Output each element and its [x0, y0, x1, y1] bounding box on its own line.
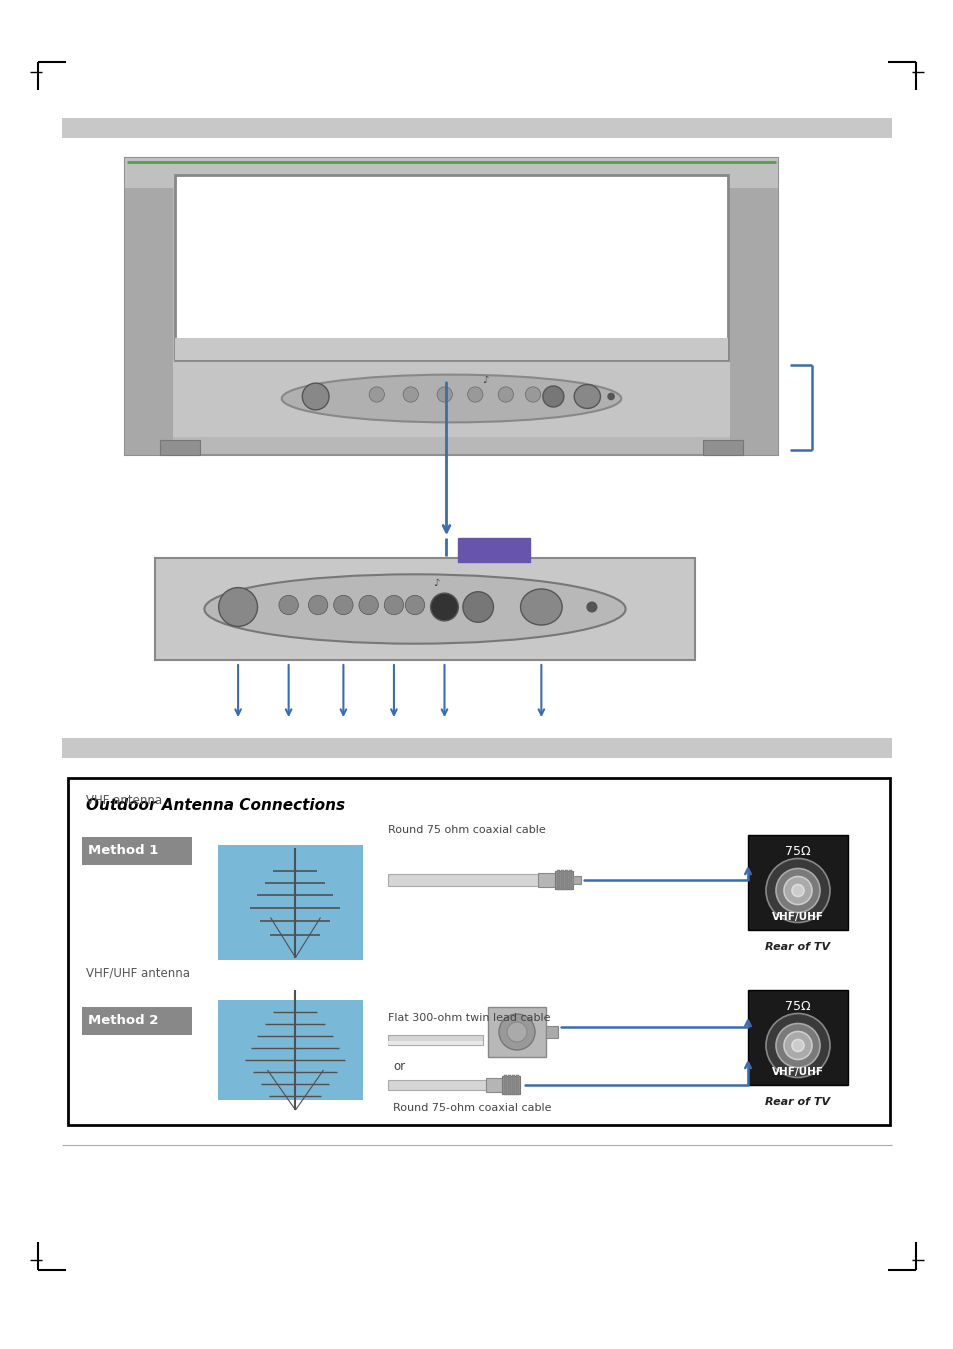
Bar [557, 870, 559, 890]
Circle shape [308, 595, 328, 615]
Circle shape [462, 592, 493, 622]
Circle shape [405, 595, 424, 615]
Bar [388, 1081, 488, 1090]
Bar [388, 1041, 482, 1045]
Bar [555, 871, 573, 889]
Bar [573, 876, 580, 884]
Bar [488, 1006, 545, 1058]
Bar [172, 360, 729, 437]
Circle shape [384, 595, 403, 615]
Text: Round 75 ohm coaxial cable: Round 75 ohm coaxial cable [388, 826, 545, 835]
Bar [125, 158, 778, 188]
Bar [68, 778, 889, 1125]
Bar [82, 1006, 192, 1035]
Text: Rear of TV: Rear of TV [764, 942, 830, 952]
Ellipse shape [520, 590, 561, 625]
Ellipse shape [204, 575, 625, 643]
Bar [218, 1000, 363, 1099]
Circle shape [791, 885, 803, 897]
Circle shape [430, 594, 457, 621]
Text: 75Ω: 75Ω [784, 844, 810, 858]
Text: Round 75-ohm coaxial cable: Round 75-ohm coaxial cable [393, 1103, 551, 1113]
Circle shape [525, 387, 540, 402]
Bar [747, 990, 847, 1085]
Bar [388, 1035, 482, 1045]
Circle shape [783, 877, 811, 904]
Bar [537, 873, 556, 888]
Circle shape [358, 595, 378, 615]
Text: VHF/UHF: VHF/UHF [771, 912, 823, 921]
Circle shape [403, 387, 418, 402]
Ellipse shape [281, 375, 620, 422]
Text: or: or [393, 1060, 405, 1074]
Circle shape [791, 1040, 803, 1051]
Text: VHF/UHF antenna: VHF/UHF antenna [86, 967, 190, 979]
Circle shape [498, 1014, 535, 1050]
Bar [501, 1077, 519, 1094]
Circle shape [607, 393, 615, 401]
Bar [62, 117, 891, 138]
Circle shape [765, 1013, 829, 1078]
Circle shape [586, 602, 597, 612]
Text: 75Ω: 75Ω [784, 1000, 810, 1013]
Bar [702, 440, 742, 455]
Text: VHF antenna: VHF antenna [86, 795, 162, 807]
Bar [560, 870, 563, 890]
Bar [503, 1075, 506, 1095]
Circle shape [218, 588, 257, 626]
Circle shape [775, 1024, 820, 1067]
Circle shape [369, 387, 384, 402]
Bar [507, 1075, 511, 1095]
Bar [218, 844, 363, 960]
Circle shape [436, 387, 452, 402]
Bar [729, 158, 778, 455]
Bar [82, 836, 192, 865]
Bar [568, 870, 572, 890]
Bar [125, 158, 172, 455]
Ellipse shape [574, 384, 599, 409]
Bar [512, 1075, 515, 1095]
Bar [458, 538, 530, 563]
Bar [125, 158, 778, 455]
Circle shape [334, 595, 353, 615]
Circle shape [783, 1032, 811, 1059]
Text: Flat 300-ohm twin lead cable: Flat 300-ohm twin lead cable [388, 1013, 550, 1023]
Text: //: // [198, 1014, 206, 1028]
Bar [62, 738, 891, 758]
Circle shape [765, 858, 829, 923]
Text: //: // [198, 844, 206, 858]
Text: Rear of TV: Rear of TV [764, 1097, 830, 1108]
Text: ♪: ♪ [482, 375, 488, 386]
Bar [747, 835, 847, 929]
Bar [545, 1027, 558, 1037]
Bar [485, 1078, 503, 1091]
Bar [564, 870, 567, 890]
Bar [516, 1075, 518, 1095]
Bar [388, 874, 542, 886]
Circle shape [497, 387, 513, 402]
Circle shape [302, 383, 329, 410]
Text: VHF/UHF: VHF/UHF [771, 1067, 823, 1077]
Circle shape [467, 387, 482, 402]
Bar [174, 175, 727, 360]
Bar [174, 337, 727, 360]
Circle shape [775, 869, 820, 912]
Text: Method 1: Method 1 [88, 844, 158, 858]
Bar [154, 558, 695, 660]
Text: Outdoor Antenna Connections: Outdoor Antenna Connections [86, 799, 345, 813]
Circle shape [278, 595, 298, 615]
Text: ♪: ♪ [433, 577, 438, 588]
Text: Method 2: Method 2 [88, 1014, 158, 1028]
Circle shape [542, 386, 563, 407]
Bar [160, 440, 200, 455]
Circle shape [506, 1023, 526, 1041]
